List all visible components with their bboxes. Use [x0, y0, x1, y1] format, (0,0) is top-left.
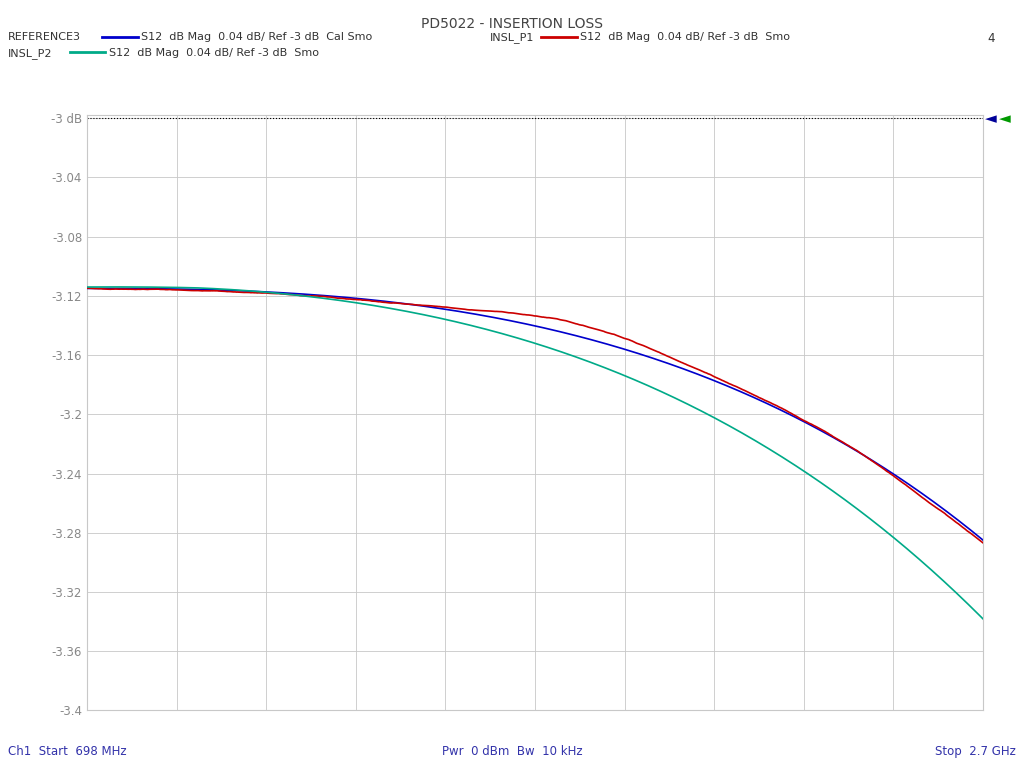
Text: ◄: ◄ [999, 111, 1011, 126]
Text: 4: 4 [988, 32, 995, 45]
Text: REFERENCE3: REFERENCE3 [8, 32, 81, 42]
Text: INSL_P2: INSL_P2 [8, 48, 52, 58]
Text: INSL_P1: INSL_P1 [489, 32, 534, 43]
Text: Stop  2.7 GHz: Stop 2.7 GHz [935, 745, 1016, 758]
Text: Pwr  0 dBm  Bw  10 kHz: Pwr 0 dBm Bw 10 kHz [441, 745, 583, 758]
Text: S12  dB Mag  0.04 dB/ Ref -3 dB  Smo: S12 dB Mag 0.04 dB/ Ref -3 dB Smo [109, 48, 318, 58]
Text: PD5022 - INSERTION LOSS: PD5022 - INSERTION LOSS [421, 17, 603, 31]
Text: S12  dB Mag  0.04 dB/ Ref -3 dB  Cal Smo: S12 dB Mag 0.04 dB/ Ref -3 dB Cal Smo [141, 32, 373, 42]
Text: Ch1  Start  698 MHz: Ch1 Start 698 MHz [8, 745, 127, 758]
Text: ◄: ◄ [985, 111, 996, 126]
Text: S12  dB Mag  0.04 dB/ Ref -3 dB  Smo: S12 dB Mag 0.04 dB/ Ref -3 dB Smo [580, 32, 790, 42]
